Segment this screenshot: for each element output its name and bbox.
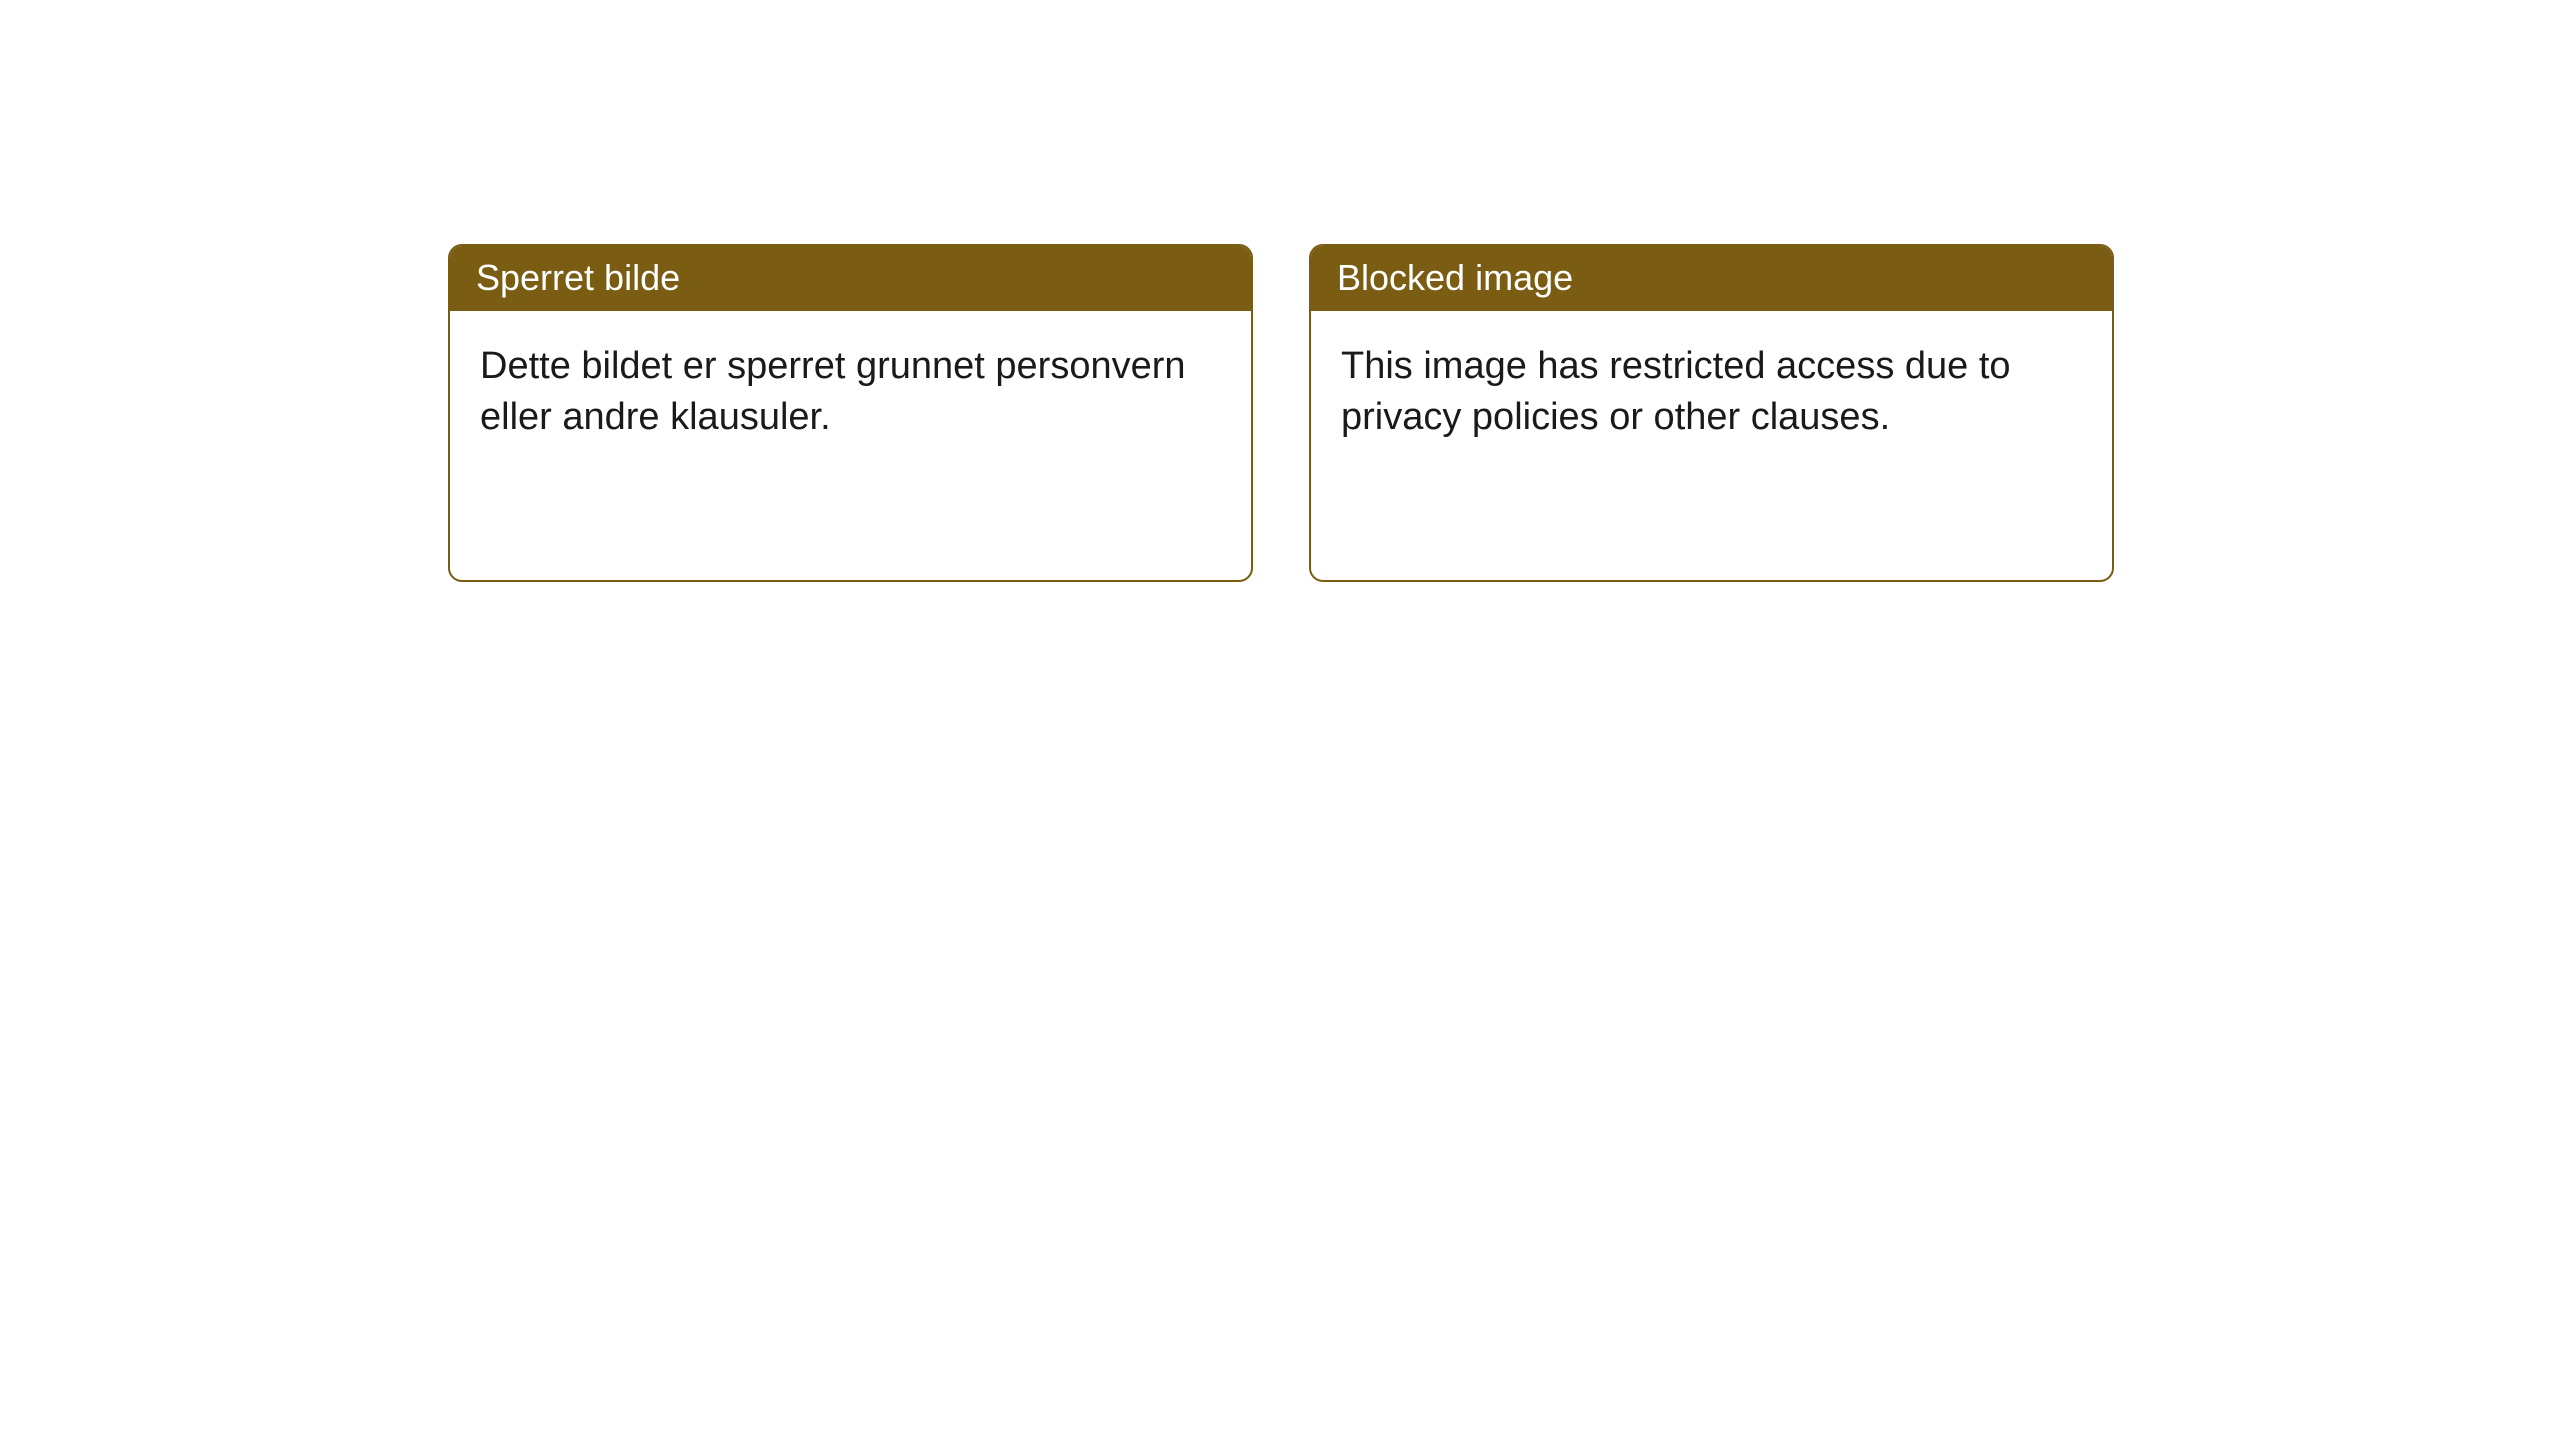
notice-body-english: This image has restricted access due to …: [1311, 311, 2112, 474]
notice-card-norwegian: Sperret bilde Dette bildet er sperret gr…: [448, 244, 1253, 582]
notice-body-norwegian: Dette bildet er sperret grunnet personve…: [450, 311, 1251, 474]
notice-title-english: Blocked image: [1311, 246, 2112, 311]
notice-title-norwegian: Sperret bilde: [450, 246, 1251, 311]
notice-container: Sperret bilde Dette bildet er sperret gr…: [448, 244, 2114, 582]
notice-card-english: Blocked image This image has restricted …: [1309, 244, 2114, 582]
